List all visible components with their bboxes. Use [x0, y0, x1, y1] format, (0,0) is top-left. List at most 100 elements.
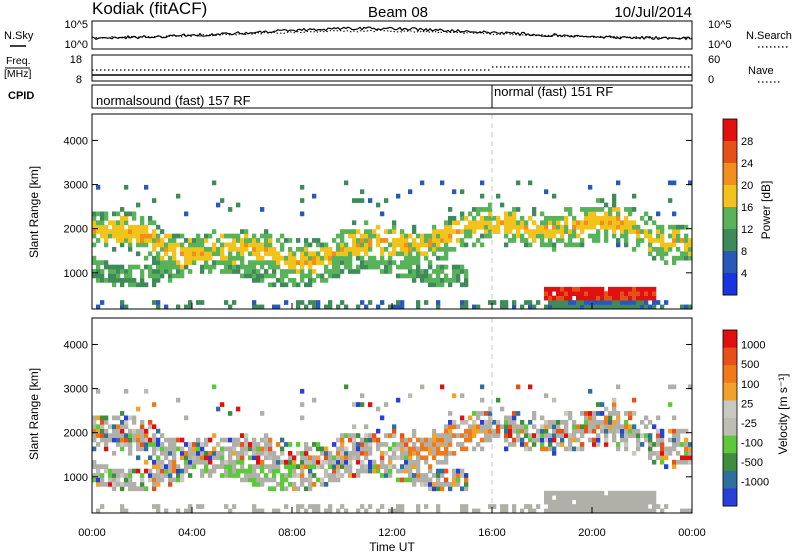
- velocity-cell: [128, 473, 133, 478]
- power-cell: [672, 260, 677, 265]
- power-cell: [608, 286, 613, 292]
- power-cell: [612, 220, 617, 226]
- power-cell: [184, 260, 189, 265]
- power-cell: [264, 269, 269, 274]
- velocity-cell: [448, 411, 453, 416]
- velocity-cell: [300, 464, 305, 469]
- power-cell: [416, 246, 421, 252]
- power-cell: [180, 269, 185, 274]
- power-cell: [132, 215, 137, 221]
- power-colorbar-tick: 28: [741, 136, 753, 148]
- power-cell: [636, 291, 641, 296]
- velocity-cell: [584, 424, 589, 430]
- power-cell: [112, 273, 117, 279]
- velocity-cell: [100, 481, 105, 487]
- velocity-cell: [212, 433, 217, 438]
- power-cell: [368, 229, 373, 234]
- power-cell: [384, 260, 389, 265]
- velocity-cell: [556, 433, 561, 438]
- velocity-cell: [328, 459, 333, 465]
- velocity-cell: [368, 446, 373, 452]
- velocity-cell: [352, 473, 357, 478]
- power-cell: [364, 260, 369, 265]
- velocity-cell: [148, 468, 153, 474]
- power-cell: [320, 277, 325, 283]
- power-cell: [452, 269, 457, 274]
- power-cell: [140, 238, 145, 243]
- power-cell: [380, 238, 385, 243]
- power-cell: [100, 300, 105, 305]
- power-cell: [340, 251, 345, 257]
- power-cell: [632, 220, 637, 226]
- velocity-cell: [300, 481, 305, 487]
- power-cell: [292, 282, 297, 288]
- power-cell: [116, 229, 121, 234]
- velocity-cell: [688, 459, 693, 465]
- velocity-cell: [456, 433, 461, 438]
- power-cell: [296, 269, 301, 274]
- velocity-cell: [168, 459, 173, 465]
- velocity-cell: [616, 419, 621, 425]
- velocity-cell: [432, 437, 437, 443]
- power-cell: [416, 304, 421, 310]
- power-cell: [168, 255, 173, 261]
- velocity-cell: [308, 446, 313, 452]
- velocity-cell: [452, 419, 457, 425]
- power-cell: [112, 224, 117, 230]
- power-cell: [184, 255, 189, 261]
- velocity-cell: [324, 508, 329, 514]
- power-cell: [92, 220, 97, 226]
- power-cell: [660, 246, 665, 252]
- velocity-cell: [224, 473, 229, 478]
- power-cell: [96, 211, 101, 217]
- power-cell: [352, 246, 357, 252]
- velocity-cell: [428, 468, 433, 474]
- velocity-cell: [612, 433, 617, 438]
- velocity-cell: [476, 508, 481, 514]
- power-cell: [436, 304, 441, 310]
- power-cell: [328, 255, 333, 261]
- velocity-cell: [392, 428, 397, 434]
- power-cell: [204, 233, 209, 239]
- power-cell: [620, 229, 625, 234]
- power-cell: [640, 238, 645, 243]
- velocity-cell: [564, 495, 569, 500]
- velocity-cell: [432, 486, 437, 492]
- power-cell: [140, 233, 145, 239]
- power-cell: [124, 269, 129, 274]
- velocity-cell: [608, 504, 613, 509]
- power-cell: [160, 246, 165, 252]
- power-cell: [196, 251, 201, 257]
- velocity-cell: [428, 464, 433, 469]
- power-cell: [464, 229, 469, 234]
- power-cell: [428, 238, 433, 243]
- power-cell: [116, 269, 121, 274]
- power-cell: [396, 300, 401, 305]
- velocity-cell: [420, 481, 425, 487]
- power-cell: [644, 211, 649, 217]
- power-cell: [620, 233, 625, 239]
- power-cell: [312, 277, 317, 283]
- velocity-cell: [436, 446, 441, 452]
- colorbar-segment: [723, 400, 737, 419]
- velocity-cell: [260, 481, 265, 487]
- velocity-cell: [232, 442, 237, 447]
- power-cell: [488, 300, 493, 305]
- velocity-cell: [344, 464, 349, 469]
- velocity-cell: [620, 504, 625, 509]
- velocity-cell: [428, 450, 433, 456]
- power-cell: [368, 264, 373, 270]
- power-cell: [616, 295, 621, 301]
- power-cell: [260, 207, 265, 212]
- power-cell: [560, 224, 565, 230]
- power-cell: [204, 264, 209, 270]
- velocity-cell: [296, 473, 301, 478]
- velocity-cell: [288, 450, 293, 456]
- power-cell: [672, 224, 677, 230]
- power-cell: [372, 233, 377, 239]
- velocity-cell: [92, 424, 97, 430]
- power-cell: [608, 220, 613, 226]
- power-cell: [456, 277, 461, 283]
- velocity-cell: [664, 446, 669, 452]
